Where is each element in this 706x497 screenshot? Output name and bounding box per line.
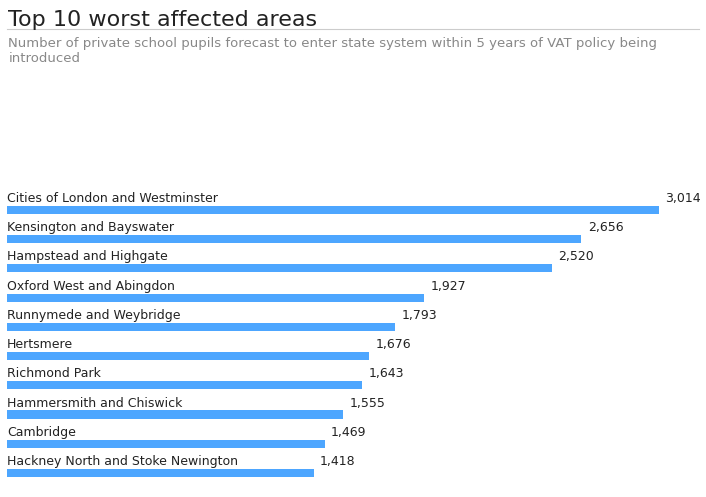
Bar — [7, 381, 362, 390]
Text: Runnymede and Weybridge: Runnymede and Weybridge — [7, 309, 181, 322]
Text: Hammersmith and Chiswick: Hammersmith and Chiswick — [7, 397, 182, 410]
Bar — [7, 469, 313, 477]
Bar — [7, 294, 424, 302]
Text: Number of private school pupils forecast to enter state system within 5 years of: Number of private school pupils forecast… — [8, 37, 657, 65]
Text: 2,656: 2,656 — [588, 221, 623, 234]
Text: 2,520: 2,520 — [558, 250, 594, 263]
Text: Hertsmere: Hertsmere — [7, 338, 73, 351]
Bar — [7, 206, 659, 214]
Text: 1,793: 1,793 — [401, 309, 437, 322]
Text: Hackney North and Stoke Newington: Hackney North and Stoke Newington — [7, 455, 238, 468]
Text: 1,643: 1,643 — [369, 367, 405, 380]
Text: Top 10 worst affected areas: Top 10 worst affected areas — [8, 10, 318, 30]
Text: 1,676: 1,676 — [376, 338, 412, 351]
Bar — [7, 352, 369, 360]
Bar — [7, 264, 552, 272]
Bar — [7, 440, 325, 448]
Text: Hampstead and Highgate: Hampstead and Highgate — [7, 250, 168, 263]
Bar — [7, 235, 581, 243]
Text: Cambridge: Cambridge — [7, 426, 76, 439]
Text: Oxford West and Abingdon: Oxford West and Abingdon — [7, 280, 175, 293]
Bar — [7, 411, 343, 418]
Text: 1,555: 1,555 — [349, 397, 385, 410]
Text: 3,014: 3,014 — [665, 192, 701, 205]
Text: Richmond Park: Richmond Park — [7, 367, 101, 380]
Bar — [7, 323, 395, 331]
Text: Kensington and Bayswater: Kensington and Bayswater — [7, 221, 174, 234]
Text: 1,469: 1,469 — [331, 426, 366, 439]
Text: 1,418: 1,418 — [320, 455, 356, 468]
Text: Cities of London and Westminster: Cities of London and Westminster — [7, 192, 218, 205]
Text: 1,927: 1,927 — [430, 280, 466, 293]
